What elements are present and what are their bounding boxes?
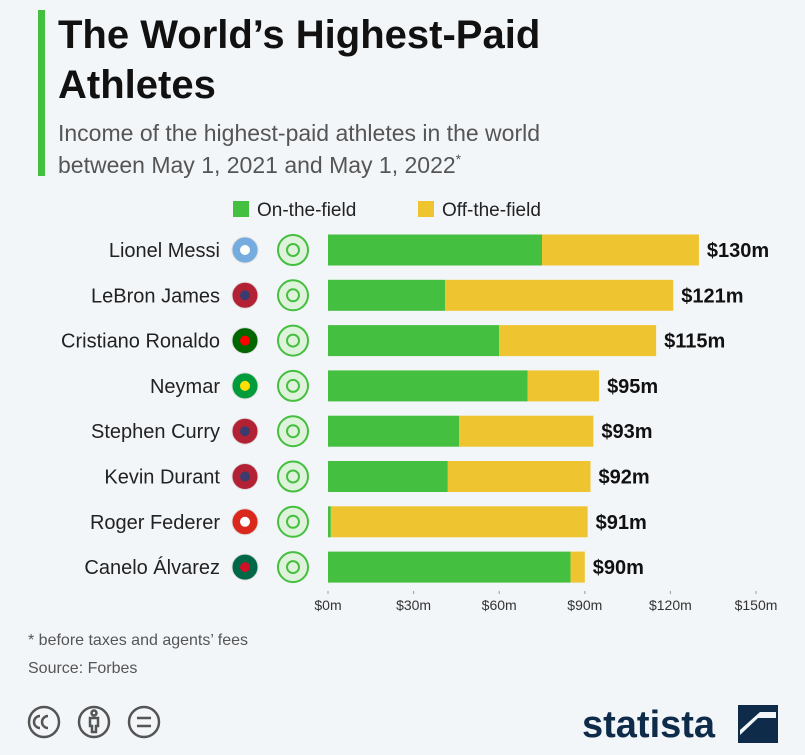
flag-icon-center — [240, 562, 250, 573]
sport-icon — [277, 415, 309, 448]
flag-icon-center — [240, 380, 250, 391]
bar-segment — [527, 370, 600, 402]
bar-segment — [542, 234, 699, 266]
sport-icon — [277, 324, 309, 357]
bar-segment — [330, 506, 588, 538]
sport-icon — [277, 234, 309, 266]
legend-label: Off-the-field — [442, 200, 541, 221]
subtitle-text: between May 1, 2021 and May 1, 2022 — [58, 152, 456, 178]
bar-segment — [328, 506, 331, 538]
sport-icon — [277, 551, 309, 584]
flag-icon-center — [240, 516, 250, 527]
bar-segment — [570, 551, 585, 583]
sport-icon-detail — [286, 288, 300, 303]
category-label: Stephen Curry — [91, 421, 220, 443]
x-tick-label: $120m — [649, 597, 692, 613]
flag-icon-center — [240, 426, 250, 437]
chart-title: Athletes — [58, 63, 216, 107]
sport-icon-detail — [286, 424, 300, 439]
category-label: LeBron James — [91, 285, 220, 307]
x-tick-label: $150m — [735, 597, 778, 613]
sport-icon-detail — [286, 378, 300, 393]
sport-icon — [277, 279, 309, 312]
value-label: $95m — [607, 376, 658, 398]
flag-icon-center — [240, 245, 250, 255]
value-label: $93m — [601, 421, 652, 443]
category-label: Cristiano Ronaldo — [61, 331, 220, 353]
flag-icon-center — [240, 471, 250, 482]
bar-segment — [328, 325, 500, 357]
category-label: Roger Federer — [90, 512, 220, 534]
value-label: $92m — [599, 467, 650, 489]
value-label: $90m — [593, 557, 644, 579]
bar-segment — [328, 370, 528, 402]
sport-icon-detail — [286, 243, 300, 257]
sport-icon — [277, 460, 309, 493]
legend-label: On-the-field — [257, 200, 356, 221]
flag-icon-center — [240, 335, 250, 346]
bar-segment — [447, 461, 591, 492]
value-label: $130m — [707, 240, 769, 262]
category-label: Neymar — [150, 376, 220, 398]
x-tick-label: $60m — [482, 597, 517, 613]
license-icons — [27, 705, 161, 739]
brand-logo: statista — [582, 704, 716, 746]
source: Source: Forbes — [28, 660, 137, 677]
legend-swatch — [233, 201, 249, 217]
category-label: Lionel Messi — [109, 240, 220, 262]
bar-segment — [444, 279, 674, 311]
sport-icon-detail — [286, 469, 300, 484]
category-label: Kevin Durant — [104, 467, 220, 489]
bar-segment — [328, 461, 448, 492]
value-label: $121m — [681, 285, 743, 307]
chart-title: The World’s Highest-Paid — [58, 13, 540, 57]
x-tick-label: $90m — [567, 597, 602, 613]
flag-icon-center — [240, 290, 250, 301]
sport-icon-detail — [286, 514, 300, 529]
value-label: $115m — [664, 331, 725, 353]
bar-segment — [328, 415, 460, 447]
sport-icon — [277, 505, 309, 538]
footnote: * before taxes and agents’ fees — [28, 632, 248, 649]
accent-bar — [38, 10, 45, 176]
legend-swatch — [418, 201, 434, 217]
sport-icon-detail — [286, 560, 300, 575]
bar-segment — [328, 279, 445, 311]
category-label: Canelo Álvarez — [84, 556, 220, 579]
bar-segment — [328, 551, 571, 583]
bar-segment — [499, 325, 657, 357]
x-tick-label: $0m — [314, 597, 341, 613]
bar-segment — [459, 415, 594, 447]
subtitle: Income of the highest-paid athletes in t… — [58, 120, 540, 146]
value-label: $91m — [596, 512, 647, 534]
subtitle-note: * — [456, 151, 462, 167]
brand-icon — [738, 705, 778, 743]
sport-icon-detail — [286, 333, 300, 348]
bar-segment — [328, 234, 542, 266]
sport-icon — [277, 369, 309, 402]
x-tick-label: $30m — [396, 597, 431, 613]
subtitle: between May 1, 2021 and May 1, 2022* — [58, 151, 462, 178]
